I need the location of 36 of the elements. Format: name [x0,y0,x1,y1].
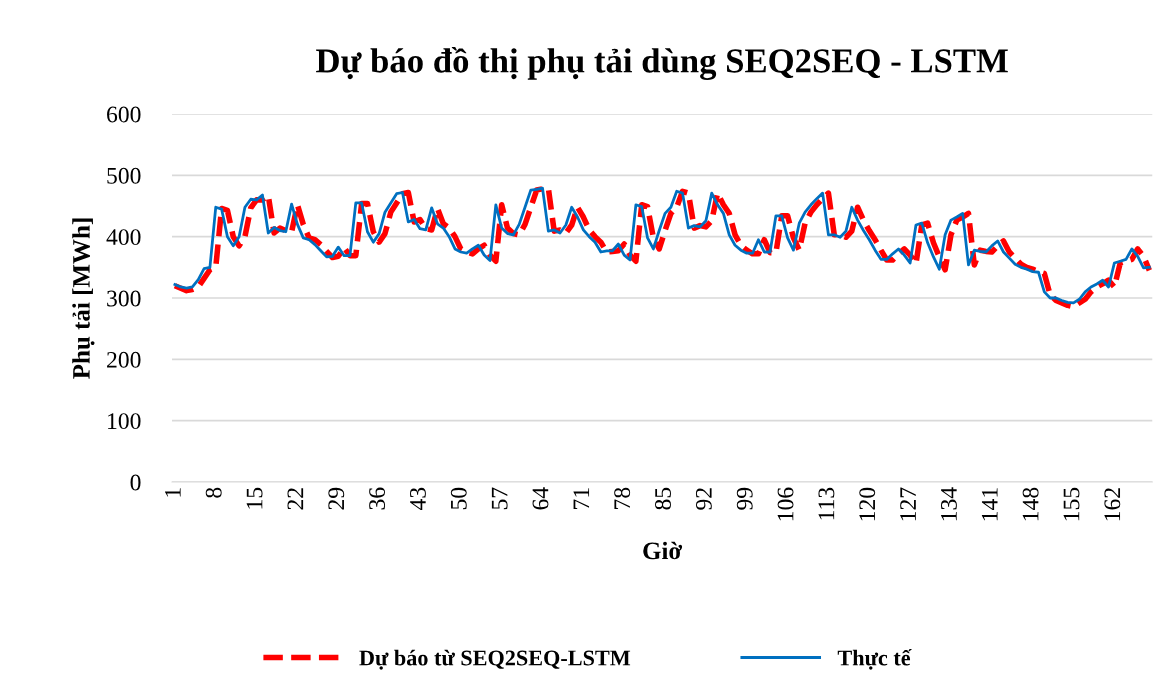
x-tick-label: 148 [1022,487,1039,521]
x-tick-label: 162 [1104,488,1121,521]
x-tick-label: 113 [818,487,835,520]
x-tick-label: 43 [410,487,426,511]
x-tick-label: 120 [859,487,876,521]
x-tick-label: 141 [981,488,998,521]
x-tick-label: 78 [614,487,631,509]
y-tick-label: 400 [106,229,141,246]
x-tick-label: 71 [573,488,590,509]
x-tick-label: 50 [450,487,467,510]
x-tick-label: 127 [900,487,916,521]
y-tick-label: 0 [130,474,141,491]
y-axis-title: Phụ tải [MWh] [72,218,95,379]
y-tick-label: 100 [108,413,141,430]
y-tick-label: 500 [107,167,141,184]
x-tick-label: 15 [246,487,263,509]
x-tick-label: 155 [1063,487,1080,521]
y-tick-label: 300 [107,290,141,307]
x-tick-label: 64 [532,487,549,510]
x-tick-label: 22 [287,488,304,510]
x-tick-label: 8 [205,487,222,498]
y-tick-label: 200 [107,351,141,368]
x-tick-label: 1 [165,488,181,497]
y-tick-label: 600 [107,106,141,123]
x-axis-title: Giờ [643,541,683,560]
x-tick-label: 85 [655,487,671,510]
x-tick-label: 106 [777,487,794,521]
x-tick-label: 134 [941,487,957,521]
x-tick-label: 99 [736,487,753,510]
x-tick-label: 92 [695,488,712,510]
x-tick-label: 29 [328,487,345,510]
x-tick-label: 57 [491,487,508,510]
legend-label: Dự báo từ SEQ2SEQ-LSTM [359,649,631,670]
chart-title: Dự báo đồ thị phụ tải dùng SEQ2SEQ - LSTM [316,47,1008,80]
legend-label: Thực tế [837,649,912,670]
x-tick-label: 36 [369,487,386,510]
